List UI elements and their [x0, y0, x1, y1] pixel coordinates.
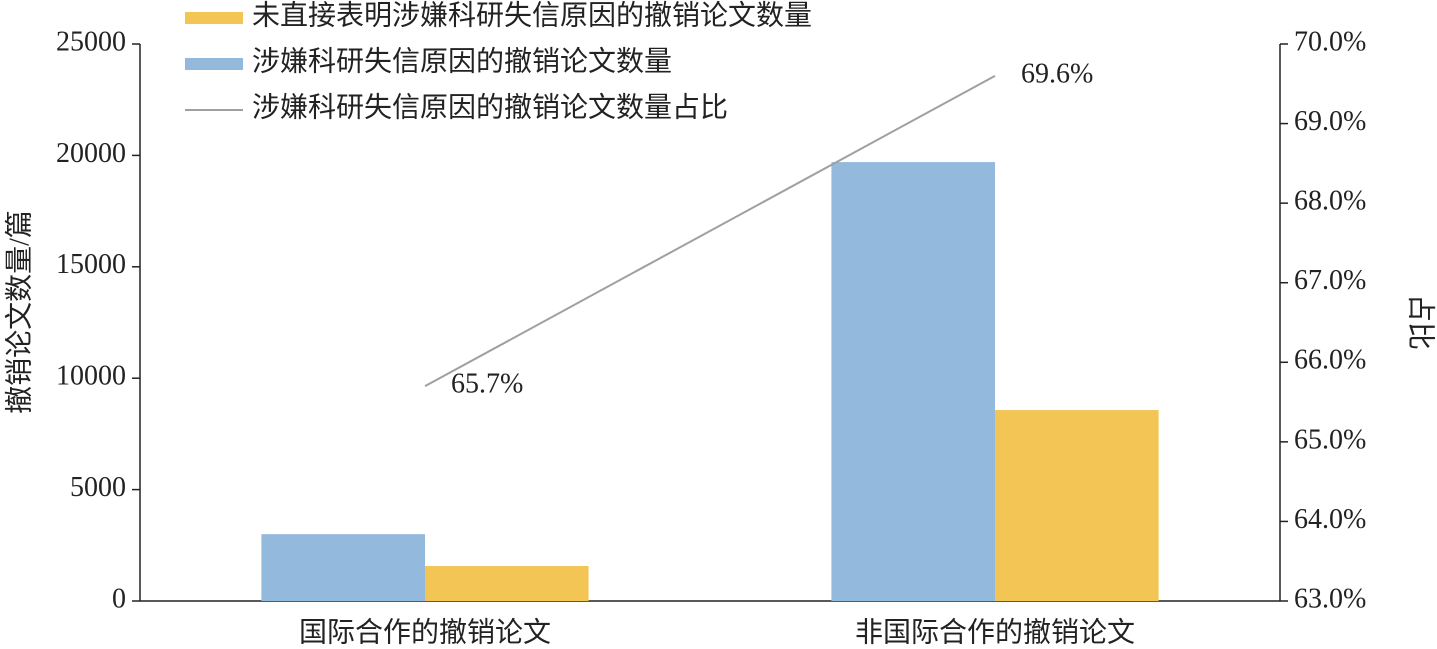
legend-label: 涉嫌科研失信原因的撤销论文数量	[252, 45, 672, 77]
y2-tick-label: 64.0%	[1294, 504, 1366, 535]
bar	[425, 566, 589, 601]
y-tick-label: 0	[112, 583, 126, 614]
y2-tick-label: 63.0%	[1294, 583, 1366, 614]
bar	[831, 162, 995, 602]
bar	[995, 410, 1159, 601]
y-axis-label: 撤销论文数量/篇	[3, 210, 35, 414]
y2-tick-label: 70.0%	[1294, 26, 1366, 57]
y2-axis-label: 占比	[1405, 294, 1437, 350]
y-tick-label: 10000	[56, 361, 126, 392]
y2-tick-label: 67.0%	[1294, 265, 1366, 296]
y2-tick-label: 68.0%	[1294, 186, 1366, 217]
legend-label: 未直接表明涉嫌科研失信原因的撤销论文数量	[252, 0, 812, 31]
x-tick-label: 国际合作的撤销论文	[299, 616, 551, 648]
y-tick-label: 25000	[56, 26, 126, 57]
x-tick-label: 非国际合作的撤销论文	[855, 616, 1135, 648]
data-label: 65.7%	[451, 369, 523, 400]
line	[424, 74, 996, 388]
y2-tick-label: 69.0%	[1294, 106, 1366, 137]
legend-label: 涉嫌科研失信原因的撤销论文数量占比	[252, 91, 728, 123]
y-tick-label: 15000	[56, 249, 126, 280]
data-label: 69.6%	[1021, 58, 1093, 89]
y2-tick-label: 65.0%	[1294, 424, 1366, 455]
y2-tick-label: 66.0%	[1294, 345, 1366, 376]
legend-swatch	[185, 12, 243, 24]
y-tick-label: 5000	[70, 472, 126, 503]
bar	[261, 534, 425, 601]
y-tick-label: 20000	[56, 138, 126, 169]
legend-swatch	[185, 58, 243, 70]
